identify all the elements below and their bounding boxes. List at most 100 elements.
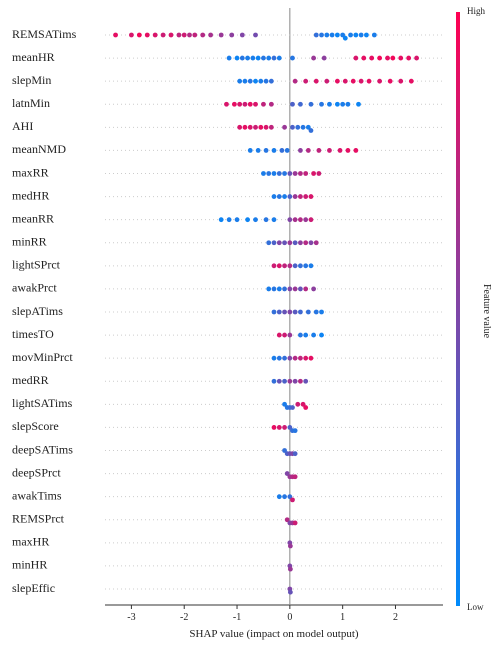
shap-point — [337, 148, 343, 153]
shap-point — [290, 55, 295, 61]
shap-point — [266, 286, 272, 292]
shap-point — [282, 378, 287, 384]
shap-point — [300, 401, 306, 407]
shap-point — [311, 55, 317, 61]
shap-point — [319, 309, 324, 315]
shap-point — [276, 332, 282, 338]
shap-point — [218, 217, 224, 223]
feature-label: awakTims — [12, 488, 62, 502]
shap-point — [276, 286, 282, 292]
shap-point — [261, 101, 266, 107]
shap-point — [334, 78, 340, 84]
feature-label: lightSATims — [12, 396, 73, 410]
feature-label: slepEffic — [12, 581, 55, 595]
shap-point — [271, 217, 277, 223]
shap-point — [295, 124, 301, 130]
shap-point — [361, 55, 367, 61]
shap-point — [345, 148, 351, 153]
shap-point — [303, 263, 309, 269]
shap-point — [287, 194, 293, 199]
feature-label: awakPrct — [12, 281, 57, 295]
shap-point — [292, 217, 298, 223]
shap-point — [298, 217, 303, 223]
shap-point — [113, 32, 118, 38]
feature-label: latnMin — [12, 96, 50, 110]
x-tick-label: -3 — [127, 612, 135, 623]
shap-point — [298, 309, 303, 315]
shap-point — [342, 35, 348, 41]
shap-point — [268, 101, 274, 107]
shap-point — [271, 286, 277, 292]
shap-point — [387, 78, 393, 84]
shap-point — [324, 32, 330, 38]
shap-point — [258, 78, 264, 84]
shap-point — [358, 32, 364, 38]
shap-point — [313, 309, 319, 315]
x-tick-label: -1 — [233, 612, 241, 623]
shap-point — [298, 148, 303, 153]
shap-point — [253, 217, 258, 223]
shap-point — [192, 32, 198, 38]
shap-point — [271, 240, 277, 246]
shap-point — [319, 101, 324, 107]
shap-point — [292, 78, 298, 84]
feature-label: minHR — [12, 558, 47, 572]
shap-point — [292, 309, 298, 315]
shap-point — [136, 32, 142, 38]
shap-point — [298, 194, 303, 199]
shap-point — [234, 217, 240, 223]
feature-label: minRR — [12, 235, 47, 249]
feature-label: movMinPrct — [12, 350, 73, 364]
shap-point — [245, 217, 250, 223]
shap-point — [292, 520, 298, 526]
shap-point — [144, 32, 150, 38]
colorbar — [456, 12, 460, 606]
shap-point — [282, 171, 287, 176]
shap-point — [231, 101, 237, 107]
shap-point — [276, 355, 282, 361]
shap-point — [237, 101, 243, 107]
shap-point — [287, 286, 293, 292]
shap-point — [353, 32, 359, 38]
shap-point — [334, 32, 340, 38]
shap-point — [287, 263, 293, 269]
shap-point — [279, 148, 285, 153]
shap-point — [271, 55, 277, 61]
feature-label: meanHR — [12, 50, 55, 64]
shap-point — [303, 286, 309, 292]
shap-point — [282, 240, 287, 246]
shap-point — [390, 55, 396, 61]
colorbar-title: Feature value — [481, 284, 492, 339]
feature-label: deepSPrct — [12, 465, 61, 479]
shap-point — [242, 78, 248, 84]
colorbar-low-label: Low — [467, 602, 484, 612]
shap-point — [298, 101, 303, 107]
shap-point — [247, 101, 253, 107]
shap-point — [239, 32, 245, 38]
shap-point — [250, 55, 256, 61]
shap-point — [319, 32, 324, 38]
shap-point — [298, 240, 303, 246]
shap-point — [303, 171, 309, 176]
shap-point — [366, 78, 372, 84]
feature-label: meanRR — [12, 211, 54, 225]
shap-point — [282, 263, 287, 269]
shap-point — [276, 171, 282, 176]
shap-point — [308, 217, 314, 223]
shap-point — [253, 101, 258, 107]
shap-point — [414, 55, 419, 61]
shap-point — [377, 78, 383, 84]
shap-point — [292, 194, 298, 199]
shap-point — [271, 425, 277, 430]
shap-point — [239, 55, 245, 61]
shap-point — [284, 471, 290, 476]
shap-point — [290, 124, 295, 130]
shap-point — [287, 355, 293, 361]
shap-point — [287, 378, 293, 384]
shap-point — [282, 194, 287, 199]
shap-point — [342, 78, 348, 84]
shap-point — [290, 405, 295, 410]
shap-point — [129, 32, 134, 38]
shap-point — [358, 78, 364, 84]
shap-point — [237, 78, 243, 84]
